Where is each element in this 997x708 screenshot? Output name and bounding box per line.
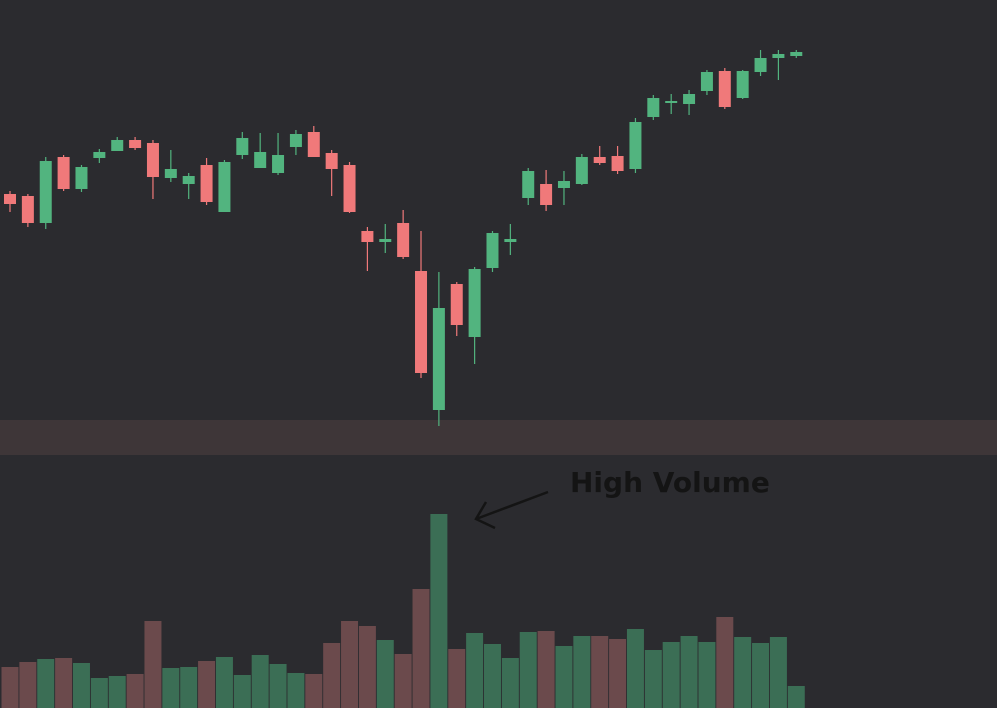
volume-bar	[233, 675, 251, 708]
candle-body	[111, 140, 124, 151]
volume-bar	[734, 637, 752, 708]
volume-bar	[573, 636, 591, 708]
volume-bar	[162, 668, 180, 708]
candle-body	[39, 161, 52, 223]
volume-bar	[644, 650, 662, 708]
volume-bar	[269, 664, 287, 708]
candle-body	[504, 239, 517, 242]
volume-bar	[37, 659, 55, 708]
candle-body	[343, 165, 356, 212]
volume-bar	[376, 640, 394, 708]
candle-body	[665, 101, 678, 103]
volume-bar	[19, 662, 37, 708]
candle-body	[700, 72, 713, 91]
candle-body	[557, 181, 570, 188]
volume-bar	[341, 621, 359, 708]
volume-bar	[680, 636, 698, 708]
volume-bar	[591, 636, 609, 708]
candle-body	[683, 94, 696, 104]
candle-body	[415, 271, 428, 373]
volume-bar	[752, 643, 770, 708]
candle-body	[647, 98, 660, 117]
candle-body	[218, 162, 231, 212]
candle-body	[790, 52, 803, 56]
candle-body	[75, 167, 88, 189]
candle-body	[325, 153, 338, 169]
candle-body	[575, 157, 588, 184]
volume-bar	[1, 667, 19, 708]
candle-body	[4, 194, 16, 204]
volume-bar	[519, 632, 537, 708]
volume-bar	[55, 658, 73, 708]
candle-body	[718, 71, 731, 107]
volume-bar	[537, 631, 555, 708]
candle-body	[236, 138, 249, 155]
volume-bar	[394, 654, 412, 708]
candle-body	[146, 143, 159, 177]
volume-bar	[483, 644, 501, 708]
candle-body	[200, 165, 213, 202]
volume-bar	[144, 621, 162, 708]
candle-body	[611, 156, 624, 171]
volume-bar	[448, 649, 466, 708]
candle-body	[629, 122, 642, 169]
volume-bar	[626, 629, 644, 708]
volume-bar	[430, 514, 448, 708]
candle-body	[486, 233, 499, 268]
arrow-head	[474, 501, 496, 530]
volume-bar	[90, 678, 108, 708]
volume-bar	[72, 663, 90, 708]
volume-bar	[769, 637, 787, 708]
candle-body	[593, 157, 606, 163]
candle-body	[272, 155, 285, 173]
candle-body	[432, 308, 445, 410]
pane-separator	[0, 420, 997, 455]
volume-bar	[358, 626, 376, 708]
candle-body	[361, 231, 374, 242]
volume-bar	[501, 658, 519, 708]
candle-body	[164, 169, 177, 178]
candle-body	[450, 284, 463, 325]
annotation-arrow	[474, 490, 549, 530]
volume-bar	[108, 676, 126, 708]
candle-body	[21, 196, 34, 223]
candle-body	[57, 157, 70, 189]
candle-body	[522, 171, 535, 198]
candle-body	[254, 152, 267, 168]
volume-bar	[466, 633, 484, 708]
volume-bar	[323, 643, 341, 708]
candle-body	[540, 184, 553, 205]
volume-bar	[180, 667, 198, 708]
volume-bar	[287, 673, 305, 708]
volume-bar	[126, 674, 144, 708]
volume-bar	[555, 646, 573, 708]
volume-bar	[698, 642, 716, 708]
volume-bar	[215, 657, 233, 708]
candle-body	[772, 54, 785, 58]
volume-bar	[609, 639, 627, 708]
candle-body	[379, 239, 392, 242]
candle-body	[397, 223, 410, 257]
arrow-shaft	[475, 490, 549, 521]
volume-bar	[716, 617, 734, 708]
candle-body	[289, 134, 302, 147]
candle-body	[93, 152, 106, 158]
candle-body	[182, 176, 195, 184]
candle-body	[736, 71, 749, 98]
candle-body	[754, 58, 767, 72]
volume-bar	[787, 686, 805, 708]
candle-body	[468, 269, 481, 337]
candle-body	[129, 140, 142, 148]
volume-bar	[662, 642, 680, 708]
volume-bar	[305, 674, 323, 708]
volume-bar	[251, 655, 269, 708]
annotation: High Volume	[570, 466, 770, 499]
volume-bar	[412, 589, 430, 708]
candle-body	[307, 132, 320, 157]
volume-bar	[198, 661, 216, 708]
